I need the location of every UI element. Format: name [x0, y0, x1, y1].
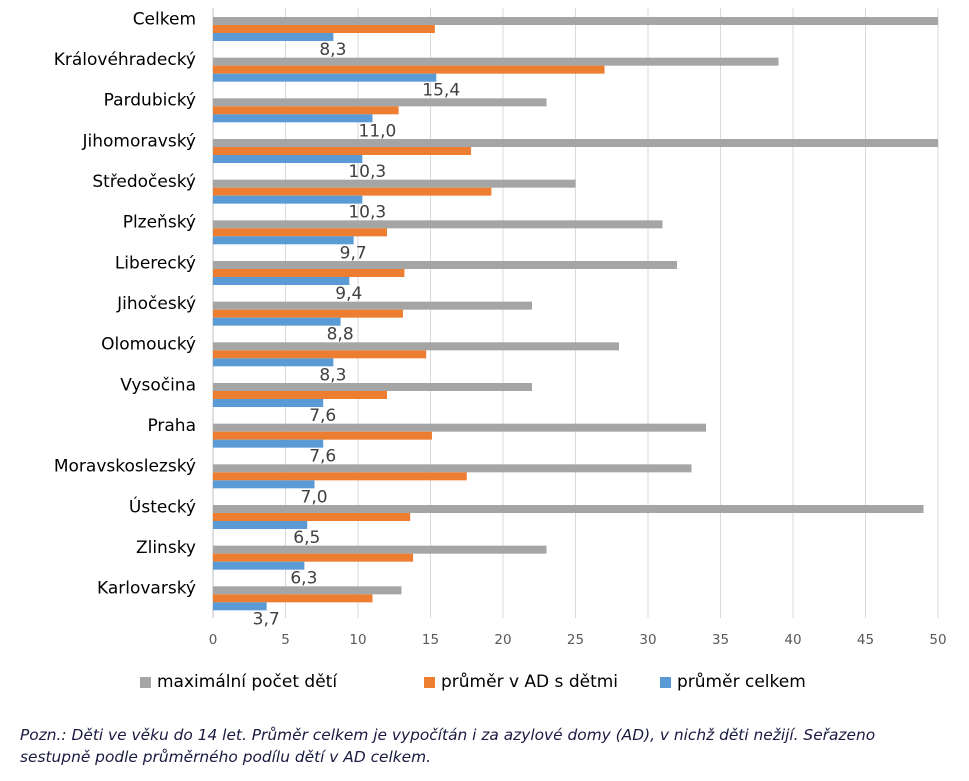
bar-avg-total: [213, 236, 354, 245]
bar-avg-ad: [213, 350, 427, 359]
bar-max: [213, 261, 677, 269]
legend-item: maximální počet dětí: [140, 672, 337, 692]
data-label: 8,3: [319, 40, 346, 60]
bar-avg-total: [213, 358, 334, 367]
bar-avg-total: [213, 480, 315, 489]
category-label: Vysočina: [120, 375, 196, 395]
bar-avg-total: [213, 114, 373, 123]
x-tick-label: 10: [349, 632, 366, 648]
bar-chart: 0 5 10 15 20 25 30 35 40 45 50 Celkem 8,3 Královéhrad…: [54, 8, 947, 648]
bar-max: [213, 505, 924, 513]
chart-legend: maximální počet dětí průměr v AD s dětmi p…: [140, 668, 940, 696]
category-label: Královéhradecký: [54, 50, 196, 70]
bar-max: [213, 545, 547, 554]
bar-avg-total: [213, 602, 267, 611]
category-label: Moravskoslezský: [54, 457, 196, 477]
bar-max: [213, 17, 938, 25]
bar-max: [213, 179, 576, 188]
data-label: 7,0: [301, 487, 328, 507]
data-label: 8,3: [319, 365, 346, 385]
bar-avg-ad: [213, 106, 399, 115]
bar-avg-ad: [213, 269, 405, 277]
bar-avg-ad: [213, 187, 492, 196]
legend-swatch: [140, 676, 151, 688]
category-label: Karlovarský: [97, 579, 196, 599]
category-label: Středočeský: [92, 172, 196, 192]
category-label: Zlinsky: [136, 538, 196, 558]
data-label: 10,3: [348, 162, 386, 182]
bar-max: [213, 301, 532, 310]
category-label: Praha: [147, 416, 196, 436]
legend-label: průměr v AD s dětmi: [441, 672, 619, 692]
bar-avg-total: [213, 195, 363, 204]
category-label: Ústecký: [129, 495, 196, 517]
legend-label: maximální počet dětí: [157, 672, 338, 692]
bar-avg-total: [213, 33, 334, 41]
data-label: 15,4: [422, 81, 460, 101]
data-label: 11,0: [359, 121, 397, 141]
data-label: 6,5: [293, 528, 320, 548]
category-label: Celkem: [133, 9, 196, 29]
bar-avg-total: [213, 561, 305, 570]
bar-avg-ad: [213, 25, 435, 33]
category-label: Pardubický: [104, 91, 196, 111]
data-label: 8,8: [327, 325, 354, 345]
data-label: 9,7: [340, 243, 367, 263]
bar-avg-total: [213, 277, 350, 285]
bar-avg-ad: [213, 65, 605, 74]
category-label: Olomoucký: [101, 335, 196, 355]
data-label: 7,6: [309, 406, 336, 426]
bar-avg-total: [213, 73, 437, 82]
bar-max: [213, 57, 779, 66]
bar-avg-total: [213, 155, 363, 163]
bar-max: [213, 383, 532, 391]
x-tick-label: 5: [281, 632, 290, 648]
bar-avg-ad: [213, 228, 387, 237]
legend-item: průměr celkem: [660, 672, 806, 692]
x-tick-label: 15: [422, 632, 439, 648]
legend-swatch: [660, 676, 671, 688]
category-label: Jihočeský: [116, 294, 196, 314]
bar-avg-total: [213, 399, 324, 407]
x-tick-label: 50: [929, 632, 946, 648]
bar-avg-ad: [213, 472, 467, 481]
data-label: 3,7: [253, 609, 280, 629]
x-tick-label: 25: [567, 632, 584, 648]
bar-avg-ad: [213, 431, 432, 440]
x-tick-label: 20: [494, 632, 511, 648]
x-tick-label: 45: [857, 632, 874, 648]
x-tick-label: 0: [209, 632, 218, 648]
legend-item: průměr v AD s dětmi: [424, 672, 618, 692]
legend-label: průměr celkem: [677, 672, 806, 692]
data-label: 6,3: [290, 569, 317, 589]
bar-max: [213, 139, 938, 147]
bar-max: [213, 464, 692, 473]
bar-avg-total: [213, 317, 341, 326]
bar-avg-ad: [213, 309, 403, 318]
data-label: 10,3: [348, 203, 386, 223]
bar-avg-ad: [213, 594, 373, 603]
bar-max: [213, 342, 619, 351]
bar-avg-ad: [213, 147, 472, 155]
bar-avg-ad: [213, 553, 414, 562]
bar-max: [213, 423, 706, 432]
data-label: 7,6: [309, 447, 336, 467]
category-label: Liberecký: [115, 253, 196, 273]
category-label: Jihomoravský: [82, 131, 197, 151]
bar-avg-ad: [213, 513, 411, 521]
category-label: Plzeňský: [123, 213, 196, 233]
bar-max: [213, 220, 663, 229]
x-tick-label: 35: [712, 632, 729, 648]
bar-avg-total: [213, 521, 308, 529]
bar-max: [213, 98, 547, 107]
x-tick-label: 40: [784, 632, 801, 648]
bar-avg-ad: [213, 391, 387, 399]
chart-note: Pozn.: Děti ve věku do 14 let. Průměr ce…: [20, 726, 876, 766]
data-label: 9,4: [335, 284, 362, 304]
legend-swatch: [424, 676, 435, 688]
bar-max: [213, 586, 402, 595]
bar-avg-total: [213, 439, 324, 448]
x-tick-label: 30: [639, 632, 656, 648]
